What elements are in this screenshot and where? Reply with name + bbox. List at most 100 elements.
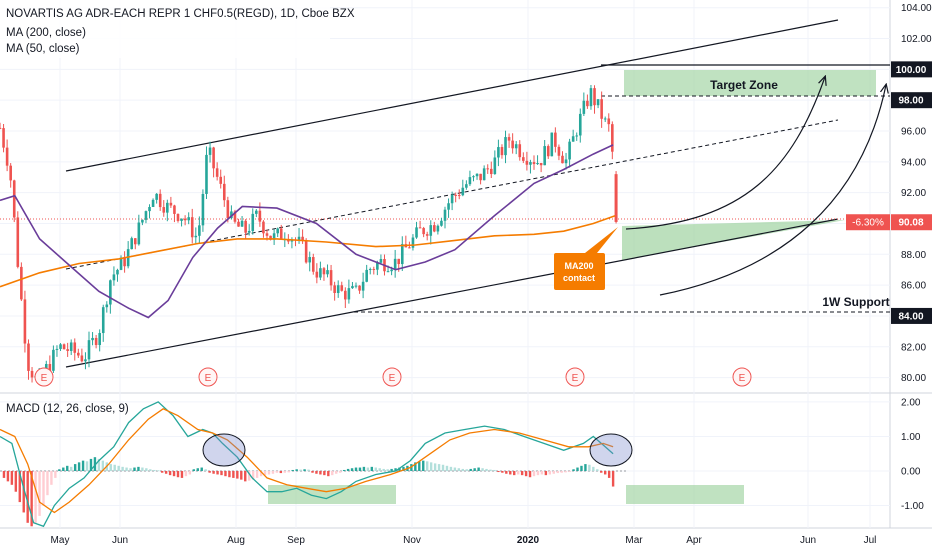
candle-body — [479, 173, 482, 181]
candle-body — [166, 202, 169, 213]
candle-body — [279, 228, 283, 240]
macd-histogram-bar — [125, 467, 128, 471]
candle-body — [98, 333, 101, 346]
macd-histogram-bar — [540, 471, 544, 475]
time-tick-label: Jun — [112, 535, 128, 546]
price-tick-label: 92.00 — [901, 188, 926, 199]
candle-body — [116, 269, 119, 275]
candle-body — [269, 235, 272, 240]
candle-body — [415, 227, 418, 238]
macd-histogram-bar — [556, 471, 559, 474]
macd-histogram-bar — [433, 463, 437, 471]
ma200-contact-callout: MA200 contact — [554, 227, 618, 290]
earnings-marker-label: E — [572, 373, 579, 384]
target-zone-label: Target Zone — [710, 78, 778, 92]
price-change-badge — [846, 214, 890, 231]
candle-body — [564, 159, 568, 164]
earnings-marker-label: E — [739, 373, 746, 384]
candle-body — [358, 285, 361, 291]
candle-body — [429, 225, 433, 236]
time-tick-label: Sep — [287, 535, 305, 546]
channel-lower-line — [65, 218, 839, 368]
candle-body — [390, 269, 393, 272]
macd-histogram-bar — [58, 469, 61, 471]
macd-histogram-bar — [600, 471, 603, 473]
macd-histogram-bar — [374, 467, 377, 471]
candle-body — [440, 220, 443, 226]
candle-body — [230, 211, 233, 219]
macd-histogram-bar — [505, 471, 508, 474]
candle-body — [400, 244, 404, 265]
candle-body — [212, 147, 215, 169]
macd-histogram-bar — [172, 471, 176, 477]
candle-body — [333, 285, 336, 293]
candle-body — [554, 132, 557, 147]
callout-bubble — [554, 227, 618, 290]
candle-body — [443, 209, 447, 221]
candle-body — [326, 270, 329, 275]
candle-body — [397, 258, 401, 265]
macd-histogram-bar — [509, 471, 512, 475]
macd-histogram-bar — [153, 469, 156, 471]
macd-histogram-bar — [30, 471, 33, 527]
candle-body — [315, 271, 319, 278]
candle-body — [169, 202, 173, 206]
chart-title[interactable]: NOVARTIS AG ADR-EACH REPR 1 CHF0.5(REGD)… — [6, 8, 355, 20]
macd-histogram-bar — [232, 471, 235, 478]
macd-histogram-bar — [520, 471, 524, 476]
macd-histogram-bar — [279, 471, 283, 474]
macd-tick-label: 0.00 — [901, 467, 921, 478]
indicator-ma200-label[interactable]: MA (200, close) — [6, 27, 86, 39]
time-tick-label: Mar — [625, 535, 643, 546]
macd-histogram-bar — [319, 471, 322, 475]
candle-body — [162, 207, 166, 213]
price-level-text: 98.00 — [898, 96, 923, 107]
candle-body — [596, 99, 600, 106]
candle-body — [497, 147, 500, 158]
macd-histogram-bar — [192, 469, 196, 471]
earnings-marker — [565, 367, 585, 387]
macd-histogram-bar — [378, 468, 381, 471]
macd-histogram-bar — [216, 471, 219, 475]
candle-body — [319, 268, 322, 278]
candle-body — [12, 180, 16, 218]
candle-body — [511, 140, 514, 149]
macd-histogram-bar — [485, 468, 488, 471]
macd-histogram-bar — [402, 466, 405, 471]
candle-body — [173, 205, 176, 214]
macd-histogram-bar — [34, 471, 37, 523]
macd-histogram-bar — [513, 471, 516, 476]
candle-body — [493, 157, 497, 175]
macd-histogram-bar — [327, 471, 330, 477]
candle-body — [586, 100, 589, 107]
macd-histogram-bar — [303, 469, 306, 471]
candle-body — [308, 257, 312, 263]
price-tick-label: 82.00 — [901, 342, 926, 353]
signal-line — [0, 408, 614, 514]
macd-histogram-bar — [196, 468, 199, 471]
candle-body — [109, 280, 112, 305]
price-tick-label: 86.00 — [901, 281, 926, 292]
candle-body — [500, 147, 504, 156]
candle-body — [593, 88, 596, 106]
indicator-ma50-label[interactable]: MA (50, close) — [6, 43, 80, 55]
candle-body — [201, 193, 205, 226]
macd-histogram-bar — [469, 468, 472, 471]
macd-histogram-bar — [414, 462, 417, 471]
candle-body — [119, 257, 123, 270]
candle-body — [255, 210, 258, 214]
candle-body — [5, 147, 9, 166]
candle-body — [176, 213, 180, 221]
candle-body — [27, 343, 30, 371]
macd-histogram-bar — [10, 471, 14, 485]
macd-histogram-bar — [66, 465, 69, 471]
candle-body — [457, 195, 461, 197]
macd-histogram-bar — [299, 469, 302, 471]
macd-histogram-bar — [188, 471, 192, 475]
projection-arrows — [625, 77, 886, 296]
candle-body — [386, 271, 390, 273]
candle-body — [66, 349, 69, 351]
macd-title[interactable]: MACD (12, 26, close, 9) — [6, 403, 129, 415]
macd-histogram-bar — [382, 468, 385, 471]
macd-histogram-bar — [14, 471, 18, 492]
